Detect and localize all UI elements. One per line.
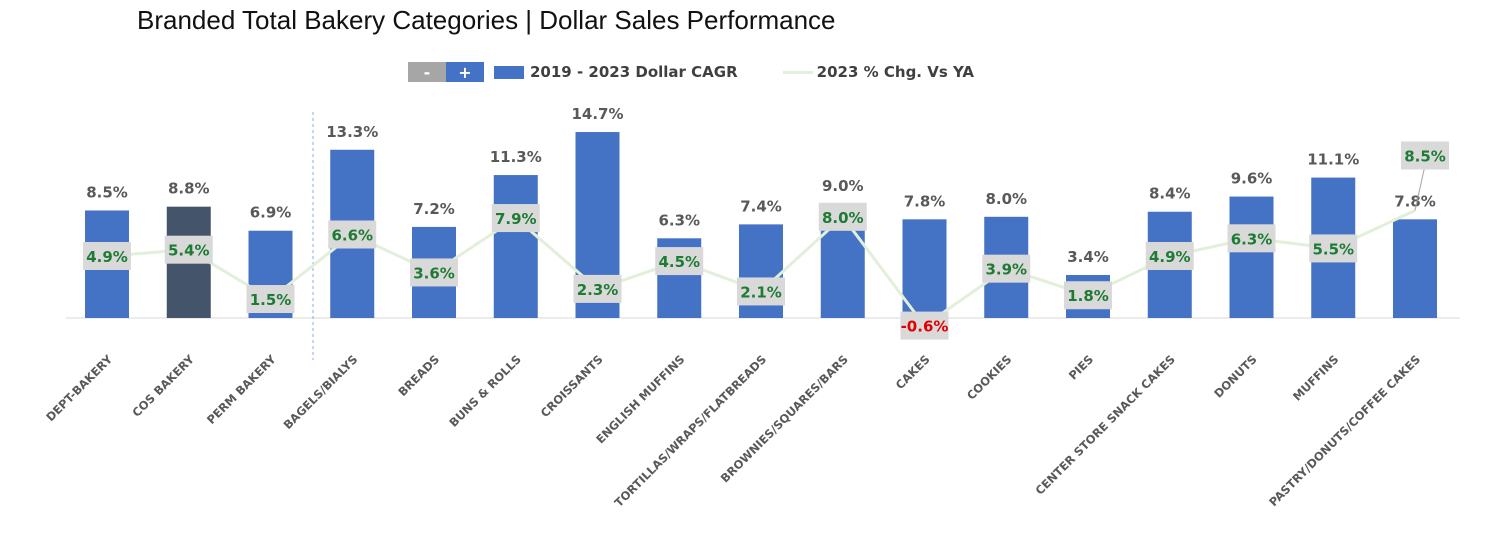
line-value-label: -0.6% (901, 318, 949, 336)
legend-bar-label: 2019 - 2023 Dollar CAGR (530, 63, 738, 81)
line-label-bg (83, 242, 131, 271)
collapse-button[interactable]: - (408, 62, 446, 82)
bar-value-label: 11.3% (490, 148, 542, 166)
line-label-bg (573, 274, 622, 303)
category-label: COS BAKERY (129, 352, 197, 420)
line-label-bg (1145, 242, 1194, 271)
legend-line-swatch (782, 70, 813, 74)
chart-title: Branded Total Bakery Categories | Dollar… (137, 5, 836, 35)
bar-value-label: 7.4% (740, 197, 782, 215)
line-value-label: 1.5% (250, 291, 292, 309)
line-value-label: 8.5% (1404, 147, 1446, 165)
bar-value-label: 9.6% (1231, 170, 1273, 188)
line-label-bg (900, 311, 949, 340)
bar (493, 175, 538, 318)
line-value-label: 1.8% (1067, 287, 1109, 305)
line-label-bg (1227, 224, 1276, 253)
line-value-label: 4.5% (658, 253, 700, 271)
line-value-label: 2.3% (577, 281, 619, 299)
line-label-bg (737, 277, 785, 306)
bar-value-label: 8.5% (86, 183, 128, 201)
category-label: BROWNIES/SQUARES/BARS (718, 352, 851, 485)
category-label: PIES (1066, 352, 1096, 382)
line-label-bg (491, 204, 540, 233)
bar-value-label: 7.8% (1394, 192, 1436, 210)
line-label-bg (1401, 141, 1449, 170)
legend-bar-swatch (494, 65, 524, 79)
line-value-label: 6.3% (1231, 230, 1273, 248)
bar-value-label: 7.2% (413, 200, 455, 218)
line-label-bg (1309, 234, 1358, 263)
line-value-label: 7.9% (495, 210, 537, 228)
bar (1229, 196, 1274, 318)
bar-value-label: 6.9% (250, 204, 292, 222)
bar (1393, 219, 1437, 318)
line-label-bg (164, 235, 213, 264)
line-value-label: 4.9% (1149, 248, 1191, 266)
category-label: CROISSANTS (538, 352, 606, 420)
category-label: CAKES (893, 352, 933, 392)
line-label-bg (1064, 281, 1112, 310)
category-label: PERM BAKERY (204, 352, 279, 427)
line-value-label: 3.9% (985, 261, 1027, 279)
category-label: ENGLISH MUFFINS (593, 352, 687, 446)
legend-line-label: 2023 % Chg. Vs YA (816, 63, 975, 81)
category-label: COOKIES (964, 352, 1014, 402)
line-label-bg (982, 254, 1031, 283)
line-label-bg (410, 258, 458, 287)
line-value-label: 4.9% (86, 248, 128, 266)
bar-value-label: 8.0% (985, 190, 1027, 208)
bar-value-label: 8.8% (168, 180, 210, 198)
line-label-bg (655, 247, 704, 276)
line-value-label: 8.0% (822, 209, 864, 227)
line-value-label: 5.4% (168, 242, 210, 260)
bar-value-label: 8.4% (1149, 185, 1191, 203)
category-label: BAGELS/BIALYS (281, 352, 361, 432)
line-label-bg (328, 220, 377, 249)
bar (902, 219, 947, 318)
category-label: CENTER STORE SNACK CAKES (1032, 352, 1177, 497)
line-value-label: 5.5% (1312, 240, 1354, 258)
bar-value-label: 6.3% (658, 211, 700, 229)
bar-value-label: 14.7% (571, 105, 623, 123)
category-label: MUFFINS (1290, 352, 1341, 403)
expand-button[interactable]: + (446, 62, 484, 82)
line-label-bg (246, 285, 295, 314)
bar-value-label: 7.8% (904, 192, 946, 210)
bar-value-label: 9.0% (822, 177, 864, 195)
category-label: PASTRY/DONUTS/COFFEE CAKES (1266, 352, 1423, 509)
category-label: BREADS (395, 352, 442, 399)
legend: - + 2019 - 2023 Dollar CAGR 2023 % Chg. … (408, 61, 974, 83)
category-label: BUNS & ROLLS (446, 352, 524, 430)
line-value-label: 3.6% (413, 264, 455, 282)
line-value-label: 6.6% (331, 227, 373, 245)
bar-value-label: 3.4% (1067, 248, 1109, 266)
bar-value-label: 11.1% (1307, 151, 1359, 169)
leader-line (1414, 165, 1426, 211)
category-label: DEPT-BAKERY (43, 352, 115, 424)
bar-value-label: 13.3% (326, 123, 378, 141)
line-value-label: 2.1% (740, 283, 782, 301)
category-label: DONUTS (1211, 352, 1259, 400)
category-label: TORTILLAS/WRAPS/FLATBREADS (612, 352, 769, 509)
line-label-bg (818, 202, 867, 231)
